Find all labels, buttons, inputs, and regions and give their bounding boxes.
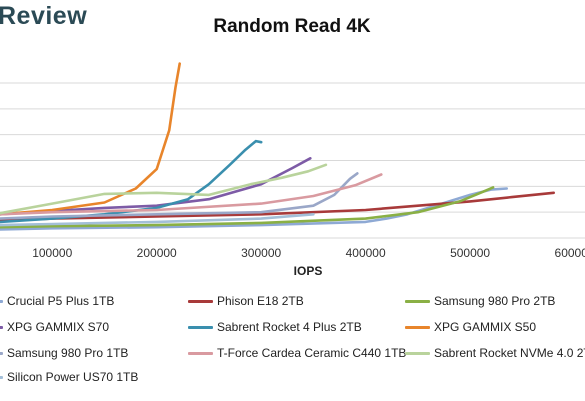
series-line-4 xyxy=(0,157,312,216)
brand-logo: Review xyxy=(0,2,88,30)
series-line-7 xyxy=(0,172,359,220)
x-tick-label: 200000 xyxy=(137,246,177,260)
x-tick-label: 400000 xyxy=(346,246,386,260)
x-tick-label: 500000 xyxy=(450,246,490,260)
series-line-3 xyxy=(0,186,495,229)
x-axis-ticks: 100000 200000 300000 400000 500000 600000 xyxy=(32,246,585,260)
series-line-2 xyxy=(0,191,555,223)
series-line-8 xyxy=(0,173,383,216)
series-line-6 xyxy=(0,62,181,216)
x-tick-label: 100000 xyxy=(32,246,72,260)
series-lines xyxy=(0,62,555,231)
x-tick-label: 600000 xyxy=(555,246,585,260)
x-axis-label: IOPS xyxy=(294,264,323,278)
series-line-10 xyxy=(0,213,315,227)
series-line-9 xyxy=(0,163,328,215)
series-line-1 xyxy=(0,187,508,231)
x-tick-label: 300000 xyxy=(241,246,281,260)
chart-title: Random Read 4K xyxy=(213,16,371,37)
